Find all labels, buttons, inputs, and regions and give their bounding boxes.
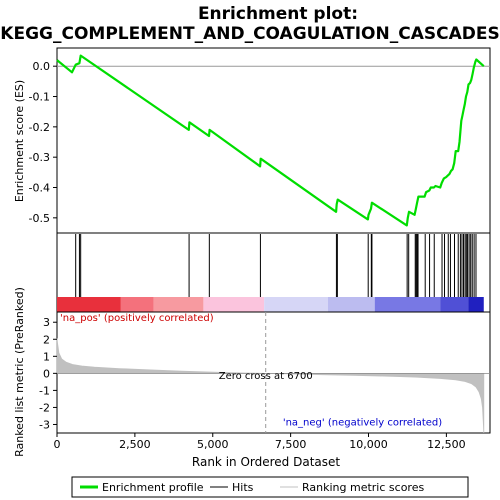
es-y-tick-label: -0.2 bbox=[29, 121, 50, 134]
rank-color-segment bbox=[203, 297, 265, 312]
metric-y-tick-label: 3 bbox=[43, 316, 50, 329]
x-tick-label: 7,500 bbox=[275, 438, 307, 451]
hits-panel bbox=[56, 232, 491, 313]
metric-y-tick-label: 0 bbox=[43, 367, 50, 380]
legend: Enrichment profile Hits Ranking metric sco… bbox=[71, 476, 469, 498]
rank-color-segment bbox=[328, 297, 375, 312]
rank-color-segment bbox=[120, 297, 154, 312]
legend-frame bbox=[71, 476, 469, 498]
zero-cross-label: Zero cross at 6700 bbox=[219, 371, 313, 382]
metric-axis-label: Ranked list metric (PreRanked) bbox=[13, 287, 26, 457]
es-y-tick-label: -0.3 bbox=[29, 151, 50, 164]
enrichment-score-panel: 0.0 -0.1 -0.2 -0.3 -0.4 -0.5 bbox=[29, 47, 491, 234]
negative-correlation-label: 'na_neg' (negatively correlated) bbox=[283, 417, 442, 428]
legend-label: Enrichment profile bbox=[102, 481, 204, 494]
legend-label: Hits bbox=[232, 481, 254, 494]
metric-y-tick-label: -3 bbox=[39, 418, 50, 431]
x-tick-label: 0 bbox=[54, 438, 61, 451]
es-y-tick-label: -0.1 bbox=[29, 91, 50, 104]
metric-y-tick-label: 2 bbox=[43, 333, 50, 346]
x-axis-label: Rank in Ordered Dataset bbox=[192, 455, 340, 469]
enrichment-profile-line bbox=[56, 54, 485, 227]
es-axis-label: Enrichment score (ES) bbox=[13, 80, 26, 202]
es-y-tick-label: -0.4 bbox=[29, 182, 50, 195]
rank-color-segment bbox=[440, 297, 469, 312]
es-y-tick-label: -0.5 bbox=[29, 212, 50, 225]
es-y-tick-label: 0.0 bbox=[33, 60, 51, 73]
x-tick-label: 2,500 bbox=[119, 438, 151, 451]
rank-color-segment bbox=[153, 297, 204, 312]
metric-y-tick-label: 1 bbox=[43, 350, 50, 363]
rank-color-segment bbox=[57, 297, 121, 312]
positive-correlation-label: 'na_pos' (positively correlated) bbox=[60, 313, 214, 324]
ranked-metric-panel: Zero cross at 6700 'na_pos' (positively c… bbox=[39, 311, 491, 451]
rank-color-segment bbox=[374, 297, 441, 312]
es-plot-frame bbox=[56, 47, 491, 234]
x-tick-label: 10,000 bbox=[349, 438, 388, 451]
ranking-metric-area bbox=[56, 338, 485, 434]
metric-y-tick-label: -1 bbox=[39, 384, 50, 397]
x-tick-label: 12,500 bbox=[427, 438, 466, 451]
legend-label: Ranking metric scores bbox=[302, 481, 424, 494]
rank-color-segment bbox=[468, 297, 484, 312]
rank-color-segment bbox=[264, 297, 329, 312]
chart-title-line-1: Enrichment plot: bbox=[198, 4, 358, 24]
chart-title-line-2: KEGG_COMPLEMENT_AND_COAGULATION_CASCADES bbox=[0, 24, 499, 44]
x-tick-label: 5,000 bbox=[197, 438, 229, 451]
metric-y-tick-label: -2 bbox=[39, 401, 50, 414]
